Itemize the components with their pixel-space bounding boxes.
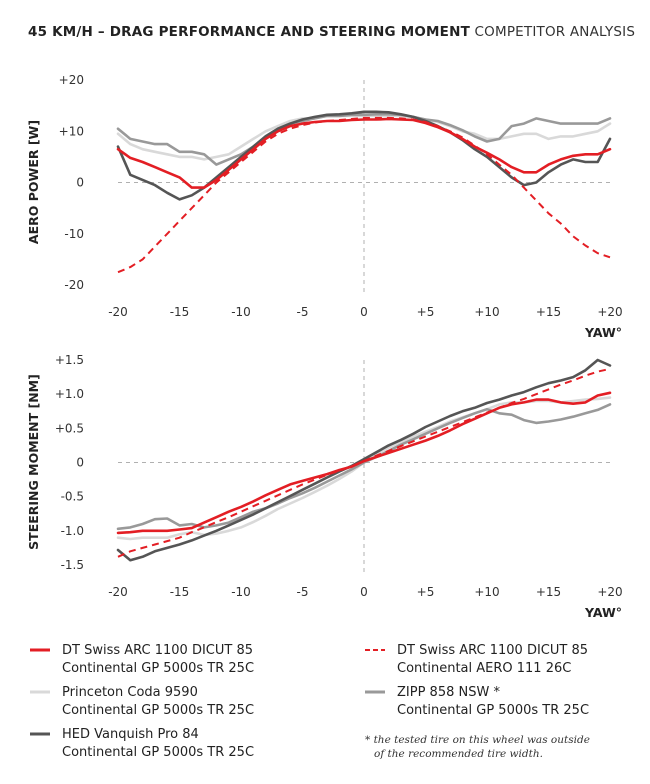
aero-xtick-label: +10 (474, 305, 499, 319)
legend-label: DT Swiss ARC 1100 DICUT 85 (62, 643, 253, 658)
legend: DT Swiss ARC 1100 DICUT 85 Continental GP… (30, 643, 590, 760)
steer-ytick-label: -0.5 (61, 490, 84, 504)
steer-ytick-label: +0.5 (55, 421, 84, 435)
legend-sublabel: Continental GP 5000s TR 25C (62, 661, 254, 676)
aero-ytick-label: +20 (59, 73, 84, 87)
aero-chart: +20 +10 0 -10 -20 -20 -15 -10 -5 0 +5 +10 +15 +20 YAW°… (26, 73, 623, 340)
aero-xtick-label: +5 (417, 305, 435, 319)
steer-xtick-label: -15 (170, 585, 190, 599)
steer-ytick-label: -1.0 (61, 524, 84, 538)
aero-series-zipp (116, 113, 612, 166)
steer-xtick-label: -10 (231, 585, 251, 599)
chart-title: 45 KM/H – DRAG PERFORMANCE AND STEERING … (28, 24, 635, 40)
aero-xaxis-label: YAW° (584, 325, 622, 340)
steer-xtick-label: +20 (597, 585, 622, 599)
legend-sublabel: Continental AERO 111 26C (397, 661, 571, 676)
steer-xtick-label: +15 (536, 585, 561, 599)
chart-title-sub: COMPETITOR ANALYSIS (474, 24, 636, 40)
aero-xtick-label: -20 (108, 305, 128, 319)
aero-ytick-label: -10 (64, 227, 84, 241)
aero-series-dt-swiss-gp (116, 117, 612, 189)
steer-ytick-label: +1.0 (55, 387, 84, 401)
aero-ytick-label: -20 (64, 278, 84, 292)
steer-xtick-label: +5 (417, 585, 435, 599)
footnote-line: of the recommended tire width. (374, 748, 543, 760)
aero-series-hed (116, 110, 612, 201)
legend-label: ZIPP 858 NSW * (397, 685, 500, 700)
steer-chart: +1.5 +1.0 +0.5 0 -0.5 -1.0 -1.5 -20 -15 -10 -5 0 +5 +… (26, 353, 623, 620)
aero-xtick-label: -5 (297, 305, 309, 319)
legend-label: DT Swiss ARC 1100 DICUT 85 (397, 643, 588, 658)
steer-ytick-label: +1.5 (55, 353, 84, 367)
aero-xtick-label: -10 (231, 305, 251, 319)
legend-label: HED Vanquish Pro 84 (62, 727, 199, 742)
aero-xtick-label: 0 (360, 305, 368, 319)
legend-sublabel: Continental GP 5000s TR 25C (62, 703, 254, 718)
chart-title-main: 45 KM/H – DRAG PERFORMANCE AND STEERING … (28, 24, 471, 40)
aero-xtick-label: +20 (597, 305, 622, 319)
aero-ytick-label: 0 (76, 176, 84, 190)
steer-yaxis-label: STEERING MOMENT [NM] (26, 374, 41, 550)
steer-xtick-label: -20 (108, 585, 128, 599)
steer-xtick-label: -5 (297, 585, 309, 599)
steer-series-dt-swiss-aero (117, 367, 611, 558)
steer-xaxis-label: YAW° (584, 605, 622, 620)
steer-ytick-label: 0 (76, 456, 84, 470)
legend-label: Princeton Coda 9590 (62, 685, 198, 700)
aero-yaxis-label: AERO POWER [W] (26, 120, 41, 244)
steer-xtick-label: +10 (474, 585, 499, 599)
steer-xtick-label: 0 (360, 585, 368, 599)
footnote-line: * the tested tire on this wheel was outs… (365, 734, 590, 746)
legend-sublabel: Continental GP 5000s TR 25C (62, 745, 254, 760)
legend-sublabel: Continental GP 5000s TR 25C (397, 703, 589, 718)
steer-series-hed (116, 358, 612, 562)
aero-series-dt-swiss-aero (117, 116, 611, 274)
steer-ytick-label: -1.5 (61, 558, 84, 572)
aero-ytick-label: +10 (59, 124, 84, 138)
aero-xtick-label: -15 (170, 305, 190, 319)
aero-xtick-label: +15 (536, 305, 561, 319)
